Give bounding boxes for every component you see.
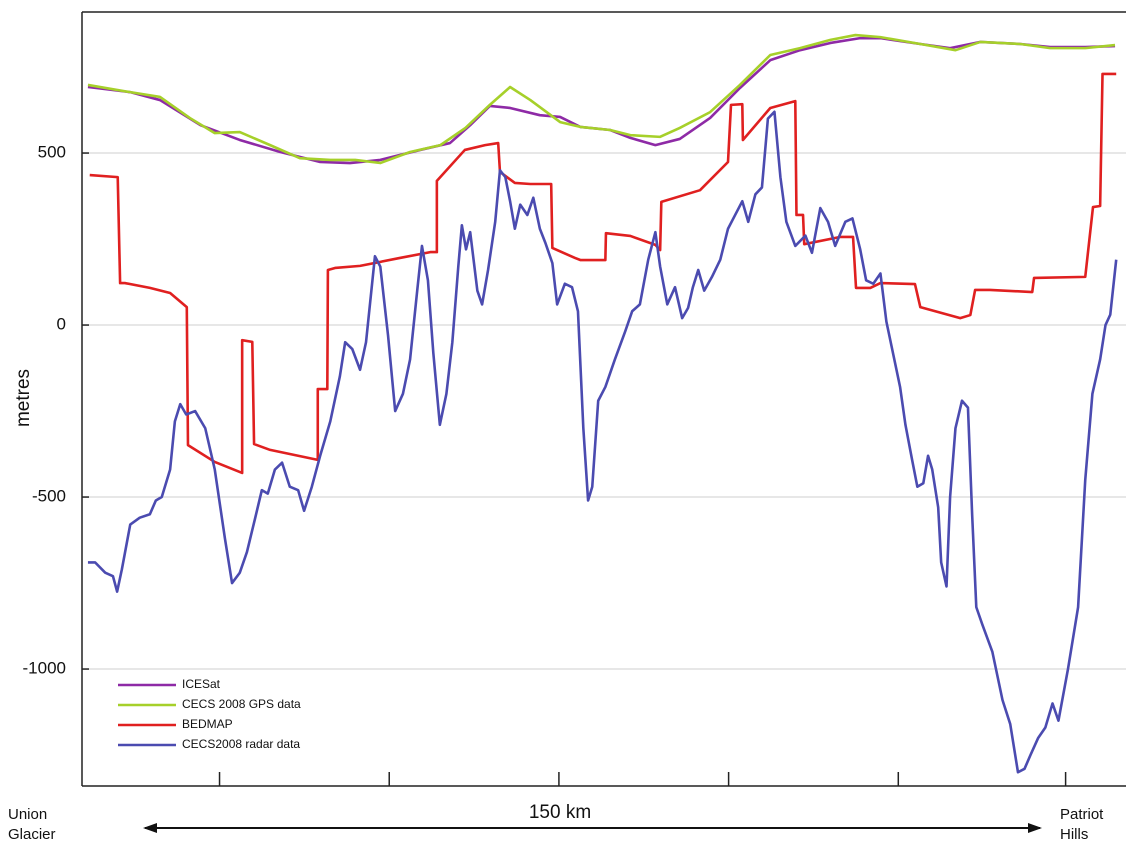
y-axis-label: metres (13, 369, 34, 427)
legend-label: CECS2008 radar data (182, 737, 300, 751)
data-line (87, 36, 1116, 165)
data-line (87, 110, 1118, 774)
end-label: Patriot Hills (1060, 806, 1108, 843)
data-line (89, 72, 1117, 475)
end-label-line: Patriot (1060, 806, 1104, 823)
data-line (87, 33, 1116, 165)
y-tick-label: 500 (38, 143, 66, 162)
start-label-line: Glacier (8, 826, 56, 843)
legend-label: CECS 2008 GPS data (182, 697, 301, 711)
y-tick-label: 0 (57, 315, 66, 334)
legend-label: BEDMAP (182, 717, 233, 731)
start-label-line: Union (8, 806, 47, 823)
grid (82, 152, 1126, 786)
legend-label: ICESat (182, 677, 221, 691)
plot-lines (87, 33, 1118, 774)
end-label-line: Hills (1060, 826, 1088, 843)
legend: ICESat CECS 2008 GPS data BEDMAP CECS2008 r… (118, 677, 301, 751)
y-tick-label: -500 (32, 487, 66, 506)
start-label: Union Glacier (8, 806, 56, 843)
distance-label: 150 km (529, 802, 591, 823)
y-tick-label: -1000 (23, 659, 66, 678)
